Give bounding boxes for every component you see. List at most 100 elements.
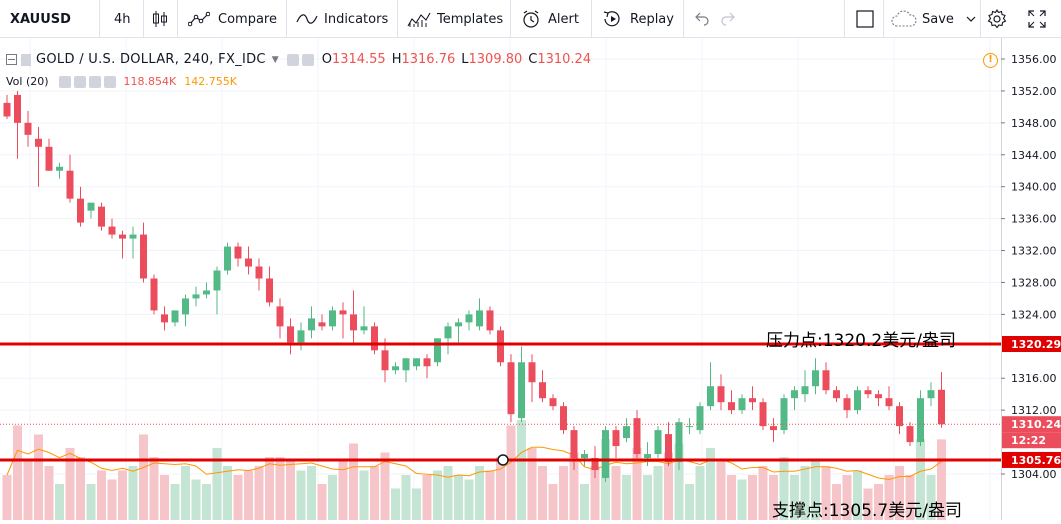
volume-bar: [748, 475, 757, 520]
symbol-marker: [21, 53, 31, 66]
gear-icon[interactable]: [301, 53, 314, 66]
replay-button[interactable]: Replay: [601, 0, 674, 38]
undo-icon: [693, 12, 709, 26]
candle-body: [45, 146, 53, 171]
candle-body: [896, 406, 903, 427]
save-button[interactable]: Save: [891, 0, 976, 38]
candle-body: [87, 202, 95, 211]
line-drag-handle[interactable]: [497, 454, 509, 466]
support-price-label: 1305.76: [1011, 454, 1061, 467]
volume-bar: [664, 452, 673, 520]
price-tick-label: 1332.00: [1011, 245, 1057, 258]
replay-label: Replay: [630, 11, 674, 27]
volume-bar: [821, 466, 831, 520]
price-chart[interactable]: 1356.00 1352.00 1348.00 1344.00 1340.00 1336.…: [0, 38, 1061, 520]
volume-bar: [244, 470, 253, 520]
toolbar-divider: [510, 0, 511, 38]
candle-body: [119, 234, 126, 239]
indicators-label: Indicators: [324, 11, 389, 27]
volume-bar: [443, 466, 453, 520]
replay-icon: [601, 9, 623, 29]
interval-button[interactable]: 4h: [114, 11, 131, 27]
candle-body: [938, 389, 945, 425]
candle-body: [927, 390, 935, 399]
add-icon[interactable]: [88, 75, 101, 88]
candle-body: [675, 422, 683, 463]
volume-bar: [517, 420, 526, 520]
alert-button[interactable]: Alert: [521, 0, 579, 38]
volume-bar: [916, 439, 925, 520]
toolbar-divider: [683, 0, 684, 38]
candle-body: [98, 206, 105, 227]
volume-bar: [653, 466, 663, 520]
price-tick-label: 1304.00: [1011, 468, 1057, 481]
volume-bar: [23, 461, 33, 520]
chevron-down-icon[interactable]: ▼: [271, 54, 279, 65]
support-price-label-bg: [1002, 451, 1061, 468]
compare-icon: [188, 10, 210, 28]
fullscreen-button[interactable]: [1028, 0, 1046, 38]
compare-button[interactable]: Compare: [188, 0, 277, 38]
indicators-button[interactable]: Indicators: [296, 0, 388, 38]
candle-body: [497, 330, 504, 363]
templates-button[interactable]: Templates: [407, 0, 503, 38]
volume-bar: [895, 466, 904, 520]
volume-bar: [622, 475, 631, 520]
volume-bar: [527, 448, 537, 520]
volume-bar: [811, 461, 820, 520]
candle-body: [833, 390, 840, 399]
chevron-down-icon[interactable]: [966, 15, 976, 23]
candle-body: [381, 350, 389, 371]
volume-bar: [884, 475, 894, 520]
volume-bar: [128, 466, 138, 520]
settings-button[interactable]: [987, 0, 1007, 38]
candle-body: [56, 166, 63, 171]
close-icon[interactable]: [103, 75, 116, 88]
candle-body: [276, 306, 284, 327]
candle-body: [759, 402, 767, 427]
templates-icon: [407, 10, 431, 28]
volume-bar: [401, 475, 411, 520]
symbol-search[interactable]: XAUUSD: [10, 11, 71, 27]
eye-icon[interactable]: [58, 75, 71, 88]
series-legend: GOLD / U.S. DOLLAR, 240, FX_IDC ▼ O1314.…: [6, 52, 591, 67]
candle-body: [245, 258, 252, 267]
candle-body: [549, 398, 557, 407]
square-layout-icon: [856, 10, 874, 28]
volume-value: 118.854K: [123, 75, 177, 88]
volume-bar: [223, 466, 232, 520]
undo-button[interactable]: [693, 0, 709, 38]
close-value: 1310.24: [537, 52, 592, 67]
redo-button[interactable]: [721, 0, 737, 38]
chart-style-button[interactable]: [152, 0, 168, 38]
volume-bar: [926, 475, 936, 520]
candle-body: [182, 298, 189, 315]
volume-bar: [86, 484, 96, 520]
eye-icon[interactable]: [286, 53, 299, 66]
candle-body: [339, 310, 347, 315]
toolbar-divider: [177, 0, 178, 38]
volume-bar: [580, 484, 589, 520]
candle-body: [822, 370, 830, 391]
volume-bar: [464, 479, 474, 520]
gear-icon[interactable]: [73, 75, 86, 88]
layout-button[interactable]: [856, 0, 874, 38]
collapse-icon[interactable]: [6, 54, 17, 65]
candle-body: [297, 330, 305, 343]
candle-body: [24, 122, 32, 135]
candle-body: [486, 310, 494, 331]
chart-area[interactable]: 1356.00 1352.00 1348.00 1344.00 1340.00 1336.…: [0, 38, 1061, 520]
candle-body: [717, 386, 725, 403]
candle-body: [728, 402, 735, 411]
indicators-icon: [296, 10, 318, 28]
volume-bar: [97, 470, 106, 520]
price-tick-label: 1316.00: [1011, 372, 1057, 385]
candle-body: [539, 382, 546, 399]
volume-bar: [65, 448, 75, 520]
warning-icon[interactable]: !: [983, 53, 998, 68]
volume-bar: [44, 466, 54, 520]
save-label: Save: [922, 11, 954, 27]
volume-bar: [538, 466, 547, 520]
price-tick-label: 1356.00: [1011, 53, 1057, 66]
candle-body: [591, 458, 599, 471]
